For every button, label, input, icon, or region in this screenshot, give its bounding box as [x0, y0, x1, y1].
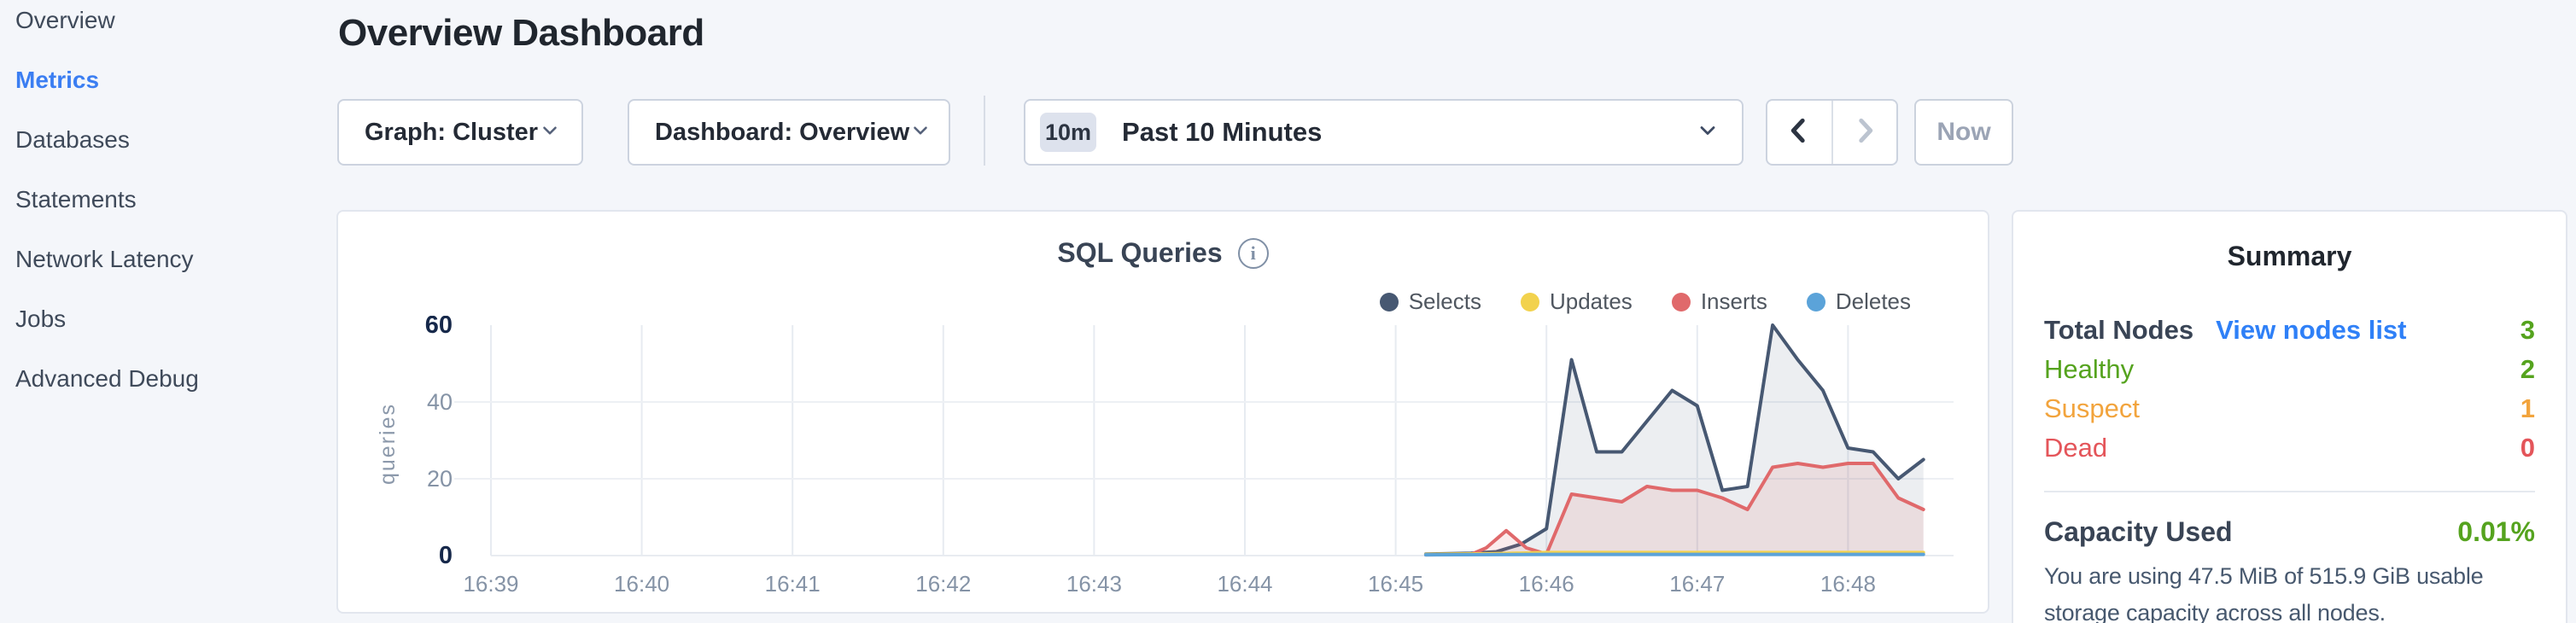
capacity-used-label: Capacity Used: [2044, 516, 2233, 547]
sql-queries-chart: 16:39 16:40 16:41 16:42 16:43 16:44 16:45 16:46…: [376, 316, 1954, 597]
dashboard-label: Dashboard: Overview: [655, 118, 910, 146]
summary-panel: Summary Total Nodes View nodes list 3 He…: [2012, 210, 2567, 623]
sidebar-item-network-latency[interactable]: Network Latency: [15, 246, 194, 272]
svg-text:16:48: 16:48: [1820, 571, 1876, 597]
chart-title: SQL Queries: [1057, 237, 1223, 268]
svg-text:40: 40: [427, 389, 453, 415]
time-range-dropdown[interactable]: 10m Past 10 Minutes: [1024, 99, 1744, 166]
next-time-button[interactable]: [1831, 101, 1897, 164]
svg-text:16:47: 16:47: [1669, 571, 1725, 597]
suspect-label: Suspect: [2044, 393, 2141, 423]
summary-rows: Total Nodes View nodes list 3 Healthy 2 …: [2044, 315, 2535, 472]
svg-text:16:40: 16:40: [614, 571, 669, 597]
now-button[interactable]: Now: [1914, 99, 2013, 166]
dashboard-dropdown[interactable]: Dashboard: Overview: [628, 99, 950, 166]
svg-text:16:43: 16:43: [1066, 571, 1122, 597]
legend-dot-inserts: [1671, 292, 1691, 312]
healthy-label: Healthy: [2044, 354, 2135, 384]
svg-text:16:42: 16:42: [915, 571, 971, 597]
time-step-buttons: [1766, 99, 1898, 166]
view-nodes-list-link[interactable]: View nodes list: [2216, 315, 2407, 345]
graph-scope-dropdown[interactable]: Graph: Cluster: [337, 99, 583, 166]
capacity-description: You are using 47.5 MiB of 515.9 GiB usab…: [2044, 563, 2484, 623]
sidebar-item-databases[interactable]: Databases: [15, 126, 130, 153]
info-icon[interactable]: i: [1237, 237, 1269, 269]
dead-value: 0: [2520, 433, 2535, 463]
svg-text:queries: queries: [376, 403, 400, 485]
capacity-used-row: Capacity Used 0.01%: [2044, 516, 2535, 548]
legend-item-inserts: Inserts: [1671, 288, 1767, 315]
chart-legend: Selects Updates Inserts Deletes: [1379, 288, 1911, 315]
legend-dot-updates: [1520, 292, 1539, 312]
legend-label: Selects: [1408, 288, 1481, 314]
time-range-badge: 10m: [1040, 113, 1097, 152]
total-nodes-label: Total Nodes: [2044, 315, 2194, 345]
chevron-left-icon: [1782, 114, 1816, 152]
healthy-value: 2: [2520, 354, 2535, 384]
summary-heading: Summary: [2227, 241, 2352, 271]
svg-text:16:41: 16:41: [765, 571, 821, 597]
page-title: Overview Dashboard: [338, 12, 704, 54]
summary-row-healthy: Healthy 2: [2044, 354, 2535, 393]
summary-row-total-nodes: Total Nodes View nodes list 3: [2044, 315, 2535, 354]
legend-dot-deletes: [1806, 292, 1825, 312]
sidebar: Overview Metrics Databases Statements Ne…: [0, 0, 338, 409]
sidebar-item-advanced-debug[interactable]: Advanced Debug: [15, 365, 199, 392]
chevron-down-icon: [539, 119, 561, 146]
chevron-right-icon: [1848, 114, 1882, 152]
summary-row-dead: Dead 0: [2044, 433, 2535, 472]
sidebar-item-jobs[interactable]: Jobs: [15, 306, 67, 332]
chevron-down-icon: [909, 119, 932, 146]
summary-divider: [2044, 491, 2535, 492]
chevron-down-icon: [1696, 119, 1720, 147]
svg-text:20: 20: [427, 466, 453, 492]
graph-scope-label: Graph: Cluster: [365, 118, 539, 146]
legend-label: Inserts: [1700, 288, 1767, 314]
summary-row-suspect: Suspect 1: [2044, 393, 2535, 433]
controls-divider: [984, 96, 985, 166]
legend-item-deletes: Deletes: [1806, 288, 1911, 315]
legend-label: Deletes: [1835, 288, 1911, 314]
sql-queries-chart-card: SQL Queries i Selects Updates Inserts De…: [336, 210, 1989, 614]
total-nodes-value: 3: [2520, 315, 2535, 345]
capacity-used-value: 0.01%: [2457, 516, 2535, 547]
prev-time-button[interactable]: [1767, 101, 1831, 164]
legend-item-updates: Updates: [1520, 288, 1633, 315]
svg-text:60: 60: [425, 316, 453, 339]
legend-dot-selects: [1379, 292, 1399, 312]
legend-label: Updates: [1549, 288, 1633, 314]
dead-label: Dead: [2044, 433, 2108, 463]
svg-text:16:39: 16:39: [463, 571, 518, 597]
sidebar-item-statements[interactable]: Statements: [15, 186, 137, 213]
legend-item-selects: Selects: [1379, 288, 1481, 315]
sidebar-item-metrics[interactable]: Metrics: [15, 67, 100, 93]
chart-title-row: SQL Queries i: [338, 237, 1988, 269]
svg-text:16:45: 16:45: [1368, 571, 1423, 597]
svg-text:16:46: 16:46: [1519, 571, 1574, 597]
suspect-value: 1: [2520, 393, 2535, 423]
sidebar-item-overview[interactable]: Overview: [15, 7, 115, 33]
svg-text:0: 0: [439, 542, 453, 569]
time-range-label: Past 10 Minutes: [1122, 117, 1323, 147]
svg-text:16:44: 16:44: [1217, 571, 1272, 597]
